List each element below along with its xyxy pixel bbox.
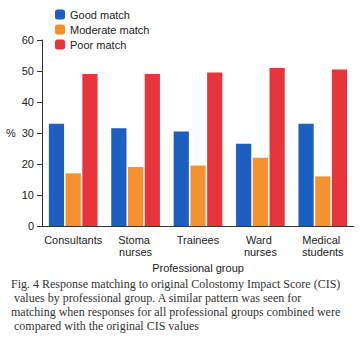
svg-text:Trainees: Trainees <box>177 234 220 246</box>
svg-text:0: 0 <box>28 220 34 232</box>
svg-text:nurses: nurses <box>244 246 278 258</box>
svg-text:Professional group: Professional group <box>152 262 244 274</box>
svg-text:Stoma: Stoma <box>118 234 153 246</box>
svg-text:Poor match: Poor match <box>70 39 126 51</box>
svg-text:Consultants: Consultants <box>44 234 103 246</box>
svg-text:40: 40 <box>22 96 34 108</box>
svg-text:30: 30 <box>22 127 34 139</box>
svg-text:Moderate match: Moderate match <box>70 24 149 36</box>
svg-text:students: students <box>302 246 344 258</box>
svg-text:%: % <box>6 127 16 139</box>
svg-text:20: 20 <box>22 158 34 170</box>
svg-text:Medical: Medical <box>302 234 343 246</box>
svg-text:Good match: Good match <box>70 9 130 21</box>
svg-text:60: 60 <box>22 34 34 46</box>
svg-text:Fig. 4 Response matching to or: Fig. 4 Response matching to original Col… <box>11 277 340 291</box>
svg-text:Ward: Ward <box>246 234 275 246</box>
svg-text:matching when responses for al: matching when responses for all professi… <box>11 305 340 319</box>
svg-text:nurses: nurses <box>119 246 153 258</box>
svg-text:10: 10 <box>22 189 34 201</box>
svg-text:50: 50 <box>22 65 34 77</box>
svg-text:values by professional group.: values by professional group. A similar … <box>11 291 304 305</box>
svg-text:compared with the original CIS: compared with the original CIS values <box>11 319 199 333</box>
